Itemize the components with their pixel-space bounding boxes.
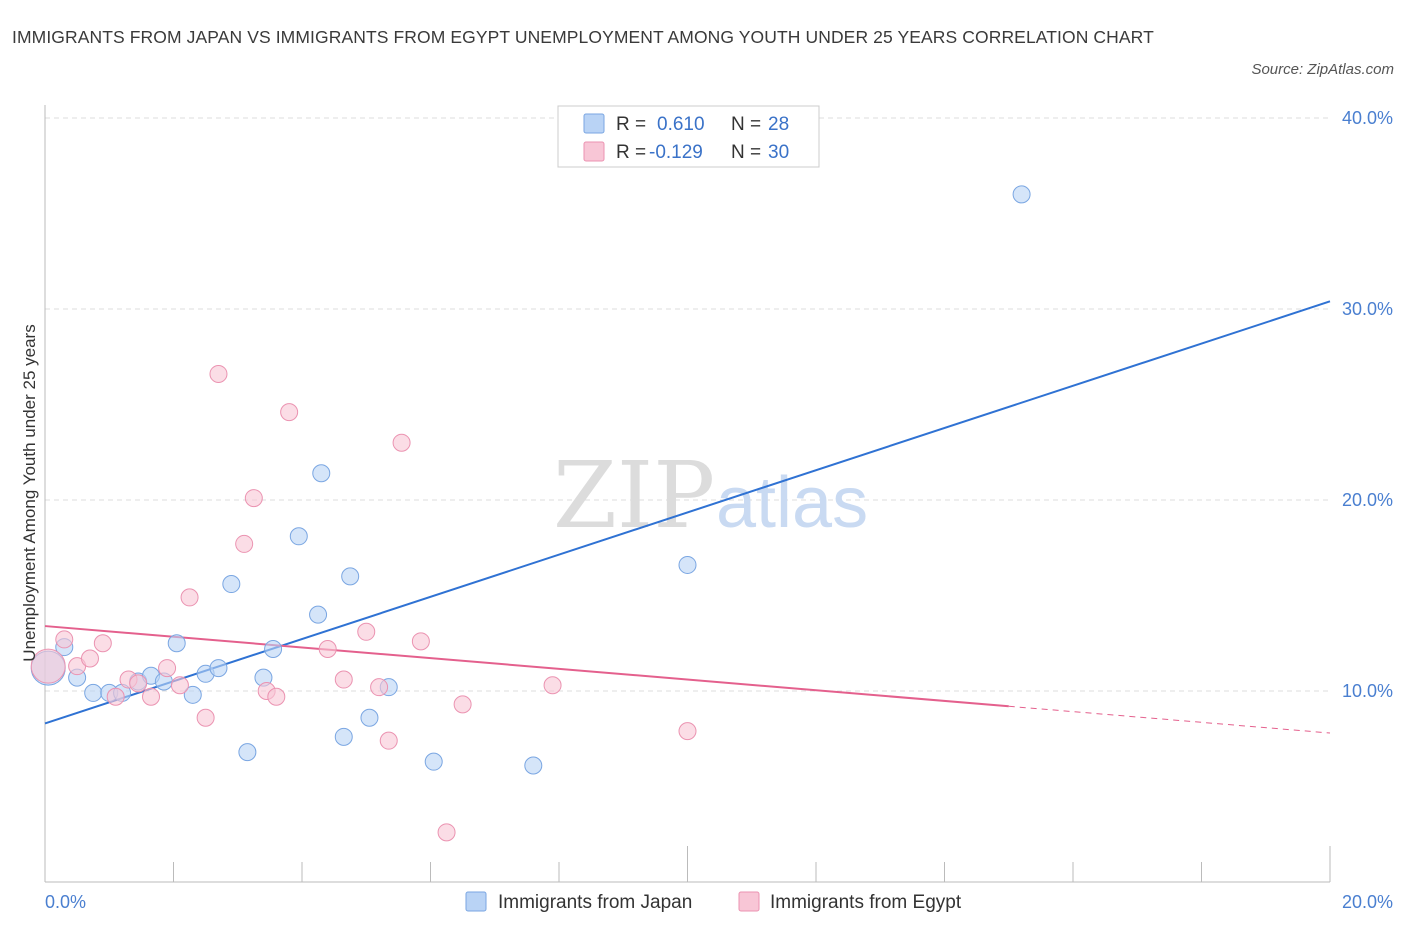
data-point-japan (264, 639, 283, 658)
data-point-egypt (318, 639, 337, 658)
data-point-egypt (437, 823, 456, 842)
data-point-egypt (30, 648, 66, 684)
x-tick-label-min: 0.0% (45, 892, 86, 912)
legend-swatch-egypt (583, 141, 605, 162)
data-point-japan (424, 752, 443, 771)
trend-lines (44, 300, 1331, 734)
data-point-egypt (129, 674, 148, 693)
watermark-atlas: atlas (716, 463, 868, 543)
trend-line-extension-egypt (1008, 705, 1331, 734)
data-point-egypt (334, 670, 353, 689)
data-point-japan (289, 527, 308, 546)
series-legend-label-japan: Immigrants from Japan (498, 892, 692, 913)
data-point-japan (183, 685, 202, 704)
legend-swatch-japan (583, 113, 605, 134)
data-point-japan (312, 464, 331, 483)
y-tick-label: 40.0% (1342, 108, 1393, 128)
correlation-legend: R = 0.610 N = 28 R = -0.129 N = 30 (557, 105, 820, 168)
data-point-egypt (392, 433, 411, 452)
legend-r-label-egypt: R = (616, 142, 646, 163)
data-point-egypt (357, 622, 376, 641)
data-point-japan (678, 555, 697, 574)
trend-line-egypt (44, 625, 1009, 708)
data-point-japan (360, 708, 379, 727)
data-point-egypt (209, 364, 228, 383)
data-point-japan (238, 743, 257, 762)
legend-r-value-japan: 0.610 (657, 114, 705, 135)
legend-n-value-japan: 28 (768, 114, 789, 135)
data-point-japan (222, 575, 241, 594)
legend-n-label-japan: N = (731, 114, 761, 135)
data-point-japan (341, 567, 360, 586)
series-legend-label-egypt: Immigrants from Egypt (770, 892, 962, 913)
tick-labels: 10.0% 20.0% 30.0% 40.0% 0.0% 20.0% (45, 108, 1393, 912)
data-point-egypt (235, 534, 254, 553)
series-legend: Immigrants from Japan Immigrants from Eg… (465, 891, 962, 913)
data-point-japan (524, 756, 543, 775)
series-legend-swatch-japan (465, 891, 487, 912)
data-point-egypt (180, 588, 199, 607)
grid-lines (45, 117, 1330, 692)
legend-n-label-egypt: N = (731, 142, 761, 163)
y-tick-label: 30.0% (1342, 299, 1393, 319)
data-point-egypt (453, 695, 472, 714)
data-point-egypt (80, 649, 99, 668)
data-point-egypt (142, 687, 161, 706)
data-point-egypt (93, 634, 112, 653)
data-point-egypt (55, 630, 74, 649)
data-point-egypt (106, 687, 125, 706)
data-point-egypt (411, 632, 430, 651)
legend-n-value-egypt: 30 (768, 142, 789, 163)
chart-title: IMMIGRANTS FROM JAPAN VS IMMIGRANTS FROM… (12, 27, 1154, 47)
y-axis-title: Unemployment Among Youth under 25 years (20, 324, 39, 661)
data-point-egypt (267, 687, 286, 706)
axes (44, 105, 1331, 883)
x-tick-label-max: 20.0% (1342, 892, 1393, 912)
data-point-egypt (196, 708, 215, 727)
data-point-egypt (170, 676, 189, 695)
watermark-zip: ZIP (553, 442, 715, 549)
legend-r-label-japan: R = (616, 114, 646, 135)
data-point-japan (1012, 185, 1031, 204)
watermark: ZIP atlas (553, 442, 868, 549)
y-tick-label: 10.0% (1342, 681, 1393, 701)
data-point-japan (84, 683, 103, 702)
data-point-egypt (678, 722, 697, 741)
source-label: Source: ZipAtlas.com (1251, 61, 1394, 78)
data-points (30, 185, 1031, 842)
data-point-japan (167, 634, 186, 653)
y-tick-label: 20.0% (1342, 490, 1393, 510)
series-legend-swatch-egypt (738, 891, 760, 912)
data-point-japan (209, 659, 228, 678)
data-point-egypt (280, 403, 299, 422)
legend-r-value-egypt: -0.129 (649, 142, 703, 163)
trend-line-japan (44, 300, 1331, 725)
data-point-egypt (158, 659, 177, 678)
data-point-egypt (370, 678, 389, 697)
data-point-egypt (379, 731, 398, 750)
data-point-egypt (244, 489, 263, 508)
data-point-japan (309, 605, 328, 624)
data-point-egypt (543, 676, 562, 695)
data-point-japan (334, 727, 353, 746)
